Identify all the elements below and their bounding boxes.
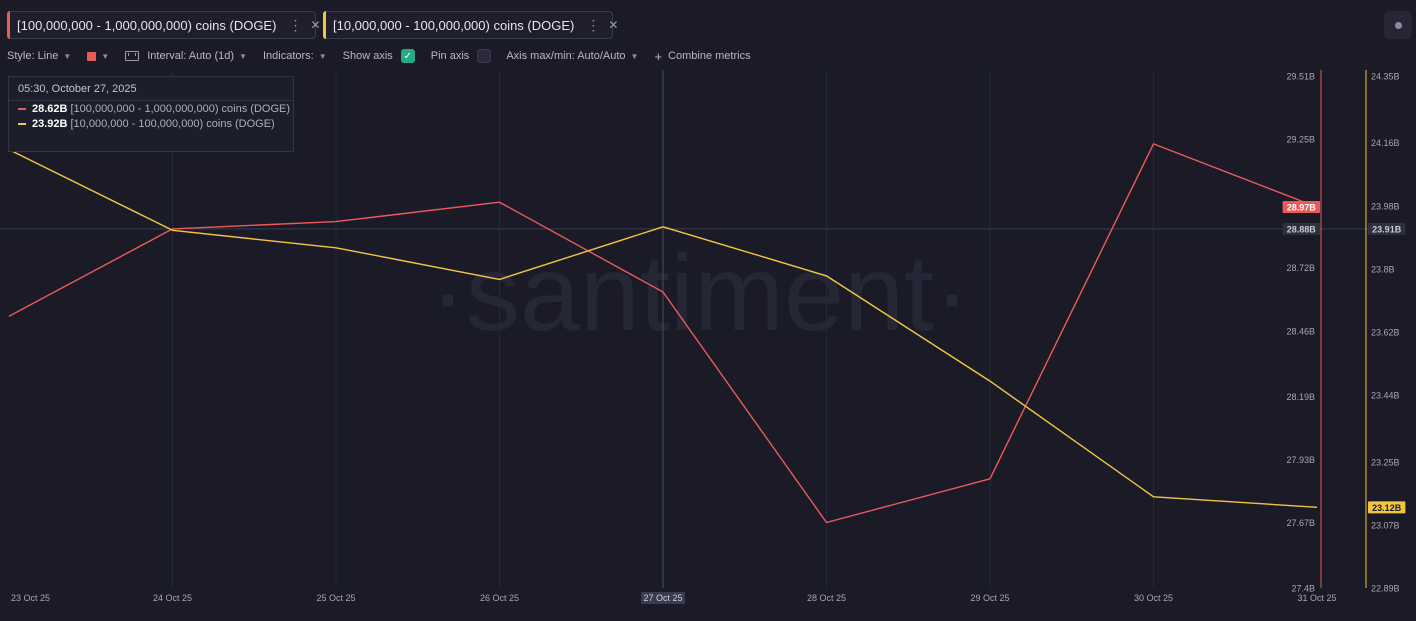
interval-label: Interval: Auto (1d) [147,50,235,62]
color-picker[interactable]: ▼ [87,51,110,61]
kebab-icon[interactable]: ⋮ [586,16,601,33]
chevron-down-icon: ▼ [630,51,639,61]
crosshair-left-value: 28.88B [1287,224,1317,234]
axis-tick-label: 24.16B [1371,138,1400,148]
tooltip-value: 28.62B [32,102,68,115]
chevron-down-icon: ▼ [63,51,72,61]
last-value-badge-bg [1282,201,1320,214]
plus-icon: + [654,48,663,64]
x-axis-tick-label: 29 Oct 25 [970,593,1009,603]
x-axis-highlight-bg [641,592,685,604]
combine-metrics-button[interactable]: + Combine metrics [654,49,750,64]
axis-tick-label: 27.67B [1286,518,1315,528]
axis-tick-label: 23.8B [1371,264,1395,274]
crosshair-tooltip: 05:30, October 27, 2025 28.62B [100,000,… [8,76,294,152]
series-line [8,143,1318,524]
checkmark-icon[interactable]: ✓ [400,49,415,63]
x-axis-tick-label: 27 Oct 25 [643,593,682,603]
axis-tick-label: 22.89B [1371,584,1400,594]
metric-tab-label: [10,000,000 - 100,000,000) coins (DOGE) [333,17,575,33]
metric-color-indicator [7,11,10,39]
tooltip-row: 28.62B [100,000,000 - 1,000,000,000) coi… [18,101,293,116]
axis-tick-label: 29.51B [1286,72,1315,82]
series-color-indicator [18,107,26,110]
axis-tick-label: 28.72B [1286,263,1315,273]
crosshair-right-value-bg [1368,222,1406,235]
axis-tick-label: 28.19B [1286,392,1315,402]
metric-tab-mid-holders[interactable]: [10,000,000 - 100,000,000) coins (DOGE) … [323,11,618,39]
last-value-badge: 28.97B [1287,203,1317,213]
axis-minmax-label: Axis max/min: Auto/Auto [506,50,626,62]
axis-tick-label: 28.46B [1286,326,1315,336]
pin-axis-toggle[interactable]: Pin axis [431,49,492,63]
close-icon[interactable]: ✕ [608,18,619,32]
x-axis-tick-label: 30 Oct 25 [1134,593,1173,603]
axis-tick-label: 23.25B [1371,457,1400,467]
crosshair-right-value: 23.91B [1372,224,1402,234]
axis-tick-label: 23.07B [1371,520,1400,530]
chevron-down-icon: ▼ [318,51,327,61]
axis-tick-label: 27.4B [1291,584,1315,594]
pin-axis-label: Pin axis [430,50,470,62]
last-value-badge: 23.12B [1372,503,1402,513]
axis-minmax-dropdown[interactable]: Axis max/min: Auto/Auto ▼ [506,50,638,62]
indicators-label: Indicators: [262,50,314,62]
x-axis-tick-label: 24 Oct 25 [153,593,192,603]
metric-tab-large-holders[interactable]: [100,000,000 - 1,000,000,000) coins (DOG… [7,11,321,39]
tooltip-value: 23.92B [32,117,68,130]
metric-tab-label: [100,000,000 - 1,000,000,000) coins (DOG… [17,17,277,33]
dot-icon [1394,21,1402,29]
show-axis-toggle[interactable]: Show axis ✓ [343,49,415,63]
combine-label: Combine metrics [668,50,751,62]
tooltip-series-name: [100,000,000 - 1,000,000,000) coins (DOG… [70,102,291,115]
axis-tick-label: 29.25B [1286,135,1315,145]
tooltip-series-name: [10,000,000 - 100,000,000) coins (DOGE) [70,117,275,130]
x-axis-tick-label: 26 Oct 25 [480,593,519,603]
axis-tick-label: 24.35B [1371,72,1400,82]
interval-dropdown[interactable]: Interval: Auto (1d) ▼ [125,50,247,62]
calendar-icon [125,51,140,61]
tooltip-row: 23.92B [10,000,000 - 100,000,000) coins … [18,116,293,131]
axis-tick-label: 23.62B [1371,328,1400,338]
series-line [8,148,1318,508]
kebab-icon[interactable]: ⋮ [288,16,303,33]
axis-tick-label: 23.98B [1371,201,1400,211]
last-value-badge-bg [1368,501,1406,514]
x-axis-tick-label: 28 Oct 25 [807,593,846,603]
x-axis-tick-label: 31 Oct 25 [1297,593,1336,603]
crosshair-left-value-bg [1282,222,1320,235]
series-color-indicator [18,122,26,125]
chevron-down-icon: ▼ [239,51,247,61]
watermark: ·santiment· [430,232,970,353]
show-axis-label: Show axis [342,50,393,62]
x-axis-tick-label: 25 Oct 25 [316,593,355,603]
close-icon[interactable]: ✕ [310,18,321,32]
x-axis-tick-label: 23 Oct 25 [11,593,50,603]
style-label: Style: Line [7,50,59,62]
axis-tick-label: 23.44B [1371,391,1400,401]
metric-color-indicator [323,11,326,39]
indicators-dropdown[interactable]: Indicators: ▼ [263,50,327,62]
color-swatch [87,51,97,61]
chevron-down-icon: ▼ [101,51,110,61]
style-dropdown[interactable]: Style: Line ▼ [7,50,71,62]
chart-canvas[interactable]: ·santiment· 29.51B 29.25B 28.72B 28.46B 28.19… [0,70,1416,621]
axis-tick-label: 27.93B [1286,455,1315,465]
chart-toolbar: Style: Line ▼ ▼ Interval: Auto (1d) ▼ In… [7,48,767,64]
tooltip-date: 05:30, October 27, 2025 [9,77,293,101]
settings-button[interactable] [1384,11,1412,39]
pin-axis-checkbox[interactable] [477,49,492,63]
